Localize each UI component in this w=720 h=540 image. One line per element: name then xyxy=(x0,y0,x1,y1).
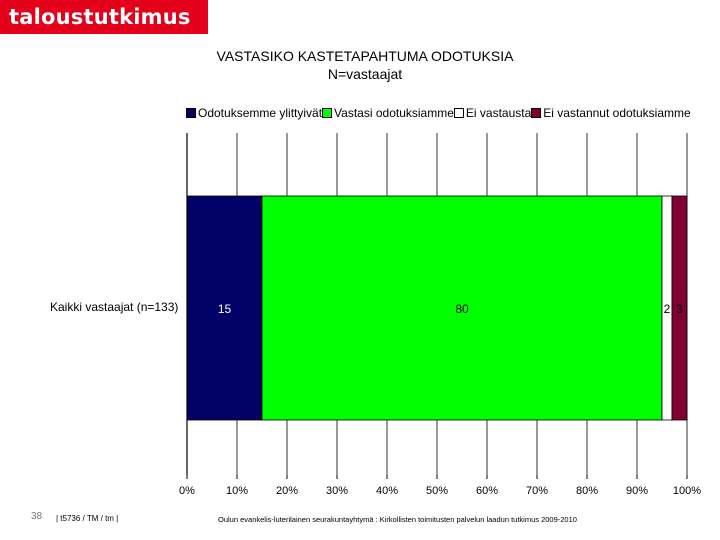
page-number: 38 xyxy=(31,511,43,522)
x-tick-label: 90% xyxy=(626,485,648,497)
data-label: 2 xyxy=(664,302,671,316)
bar-segment xyxy=(186,195,263,421)
legend-swatch xyxy=(322,108,333,118)
legend-swatch xyxy=(531,108,542,118)
x-tick-label: 80% xyxy=(576,485,598,497)
bar-segment xyxy=(671,195,688,421)
chart-subtitle: N=vastaajat xyxy=(327,66,403,82)
x-tick-label: 20% xyxy=(276,485,298,497)
legend-label: Vastasi odotuksiamme xyxy=(334,106,454,120)
x-tick-label: 0% xyxy=(179,485,195,497)
legend-label: Odotuksemme ylittyivät xyxy=(198,106,323,120)
x-tick-label: 40% xyxy=(376,485,398,497)
x-tick-label: 100% xyxy=(673,485,701,497)
chart-legend: Odotuksemme ylittyivät Vastasi odotuksia… xyxy=(186,104,691,122)
x-tick-label: 50% xyxy=(426,485,448,497)
legend-swatch xyxy=(453,108,464,118)
x-tick-label: 60% xyxy=(476,485,498,497)
x-tick-label: 30% xyxy=(326,485,348,497)
bar-segment xyxy=(261,195,663,421)
data-label: 3 xyxy=(676,302,683,316)
footer-source: Oulun evankelis-luterilainen seurakuntay… xyxy=(218,515,577,524)
legend-item: Odotuksemme ylittyivät xyxy=(186,106,322,120)
x-tick-label: 10% xyxy=(226,485,248,497)
data-label: 80 xyxy=(455,302,469,316)
legend-label: Ei vastausta xyxy=(465,106,532,120)
data-label: 15 xyxy=(218,302,232,316)
chart-title: VASTASIKO KASTETAPAHTUMA ODOTUKSIA xyxy=(216,48,514,64)
legend-item: Vastasi odotuksiamme xyxy=(322,106,454,120)
company-logo: taloustutkimus oy xyxy=(0,0,208,63)
x-tick-label: 70% xyxy=(526,485,548,497)
legend-item: Ei vastausta xyxy=(453,106,532,120)
legend-item: Ei vastannut odotuksiamme xyxy=(531,106,691,120)
legend-swatch xyxy=(186,108,196,118)
footer-code: | t5736 / TM / tm | xyxy=(56,514,119,523)
category-label: Kaikki vastaajat (n=133) xyxy=(50,300,179,314)
legend-label: Ei vastannut odotuksiamme xyxy=(543,106,691,120)
